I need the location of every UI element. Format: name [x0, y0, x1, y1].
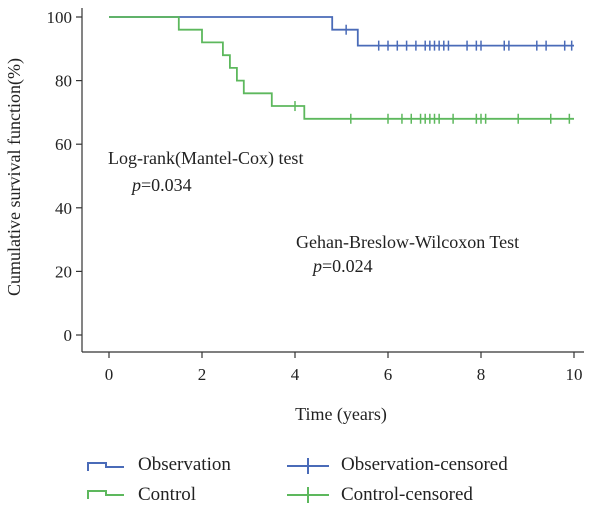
legend-observation-censored-swatch: [287, 458, 329, 474]
x-tick-label-4: 4: [291, 365, 300, 384]
gehan-p-value: p=0.024: [311, 256, 373, 276]
legend-control-label: Control: [138, 484, 196, 505]
logrank-p-number: =0.034: [141, 175, 192, 195]
legend-item-control: Control: [87, 484, 196, 505]
legend-control-line-swatch: [87, 490, 124, 499]
logrank-p-symbol: p: [130, 175, 141, 195]
y-tick-label-20: 20: [55, 262, 72, 281]
observation-survival-line: [109, 16, 574, 47]
control-survival-line: [109, 16, 574, 120]
logrank-p-value: p=0.034: [130, 175, 192, 195]
y-tick-label-80: 80: [55, 72, 72, 91]
gehan-p-symbol: p: [311, 256, 322, 276]
series-layer: [109, 16, 574, 124]
gehan-p-number: =0.024: [322, 256, 373, 276]
x-tick-label-0: 0: [105, 365, 114, 384]
legend-control-censored-swatch: [287, 487, 329, 503]
x-tick-label-8: 8: [477, 365, 486, 384]
x-tick-label-6: 6: [384, 365, 393, 384]
axes: 0 20 40 60 80 100 0 2 4 6 8 10: [47, 8, 584, 384]
y-tick-label-40: 40: [55, 199, 72, 218]
legend-observation-label: Observation: [138, 454, 231, 475]
y-tick-label-100: 100: [47, 8, 73, 27]
legend-observation-censored-label: Observation-censored: [341, 454, 508, 475]
y-tick-label-0: 0: [64, 326, 73, 345]
x-tick-label-10: 10: [566, 365, 583, 384]
legend-control-censored-label: Control-censored: [341, 484, 473, 505]
legend-item-observation: Observation: [87, 454, 231, 475]
legend-item-observation-censored: Observation-censored: [287, 454, 508, 475]
legend-observation-line-swatch: [87, 462, 124, 471]
legend-item-control-censored: Control-censored: [287, 484, 473, 505]
gehan-annotation: Gehan-Breslow-Wilcoxon Test: [296, 232, 519, 252]
x-tick-label-2: 2: [198, 365, 207, 384]
legend: Observation Observation-censored Control…: [87, 454, 508, 505]
y-axis-label: Cumulative survival function(%): [4, 58, 25, 296]
x-axis-label: Time (years): [295, 404, 387, 425]
y-tick-label-60: 60: [55, 135, 72, 154]
logrank-annotation: Log-rank(Mantel-Cox) test: [108, 148, 303, 169]
